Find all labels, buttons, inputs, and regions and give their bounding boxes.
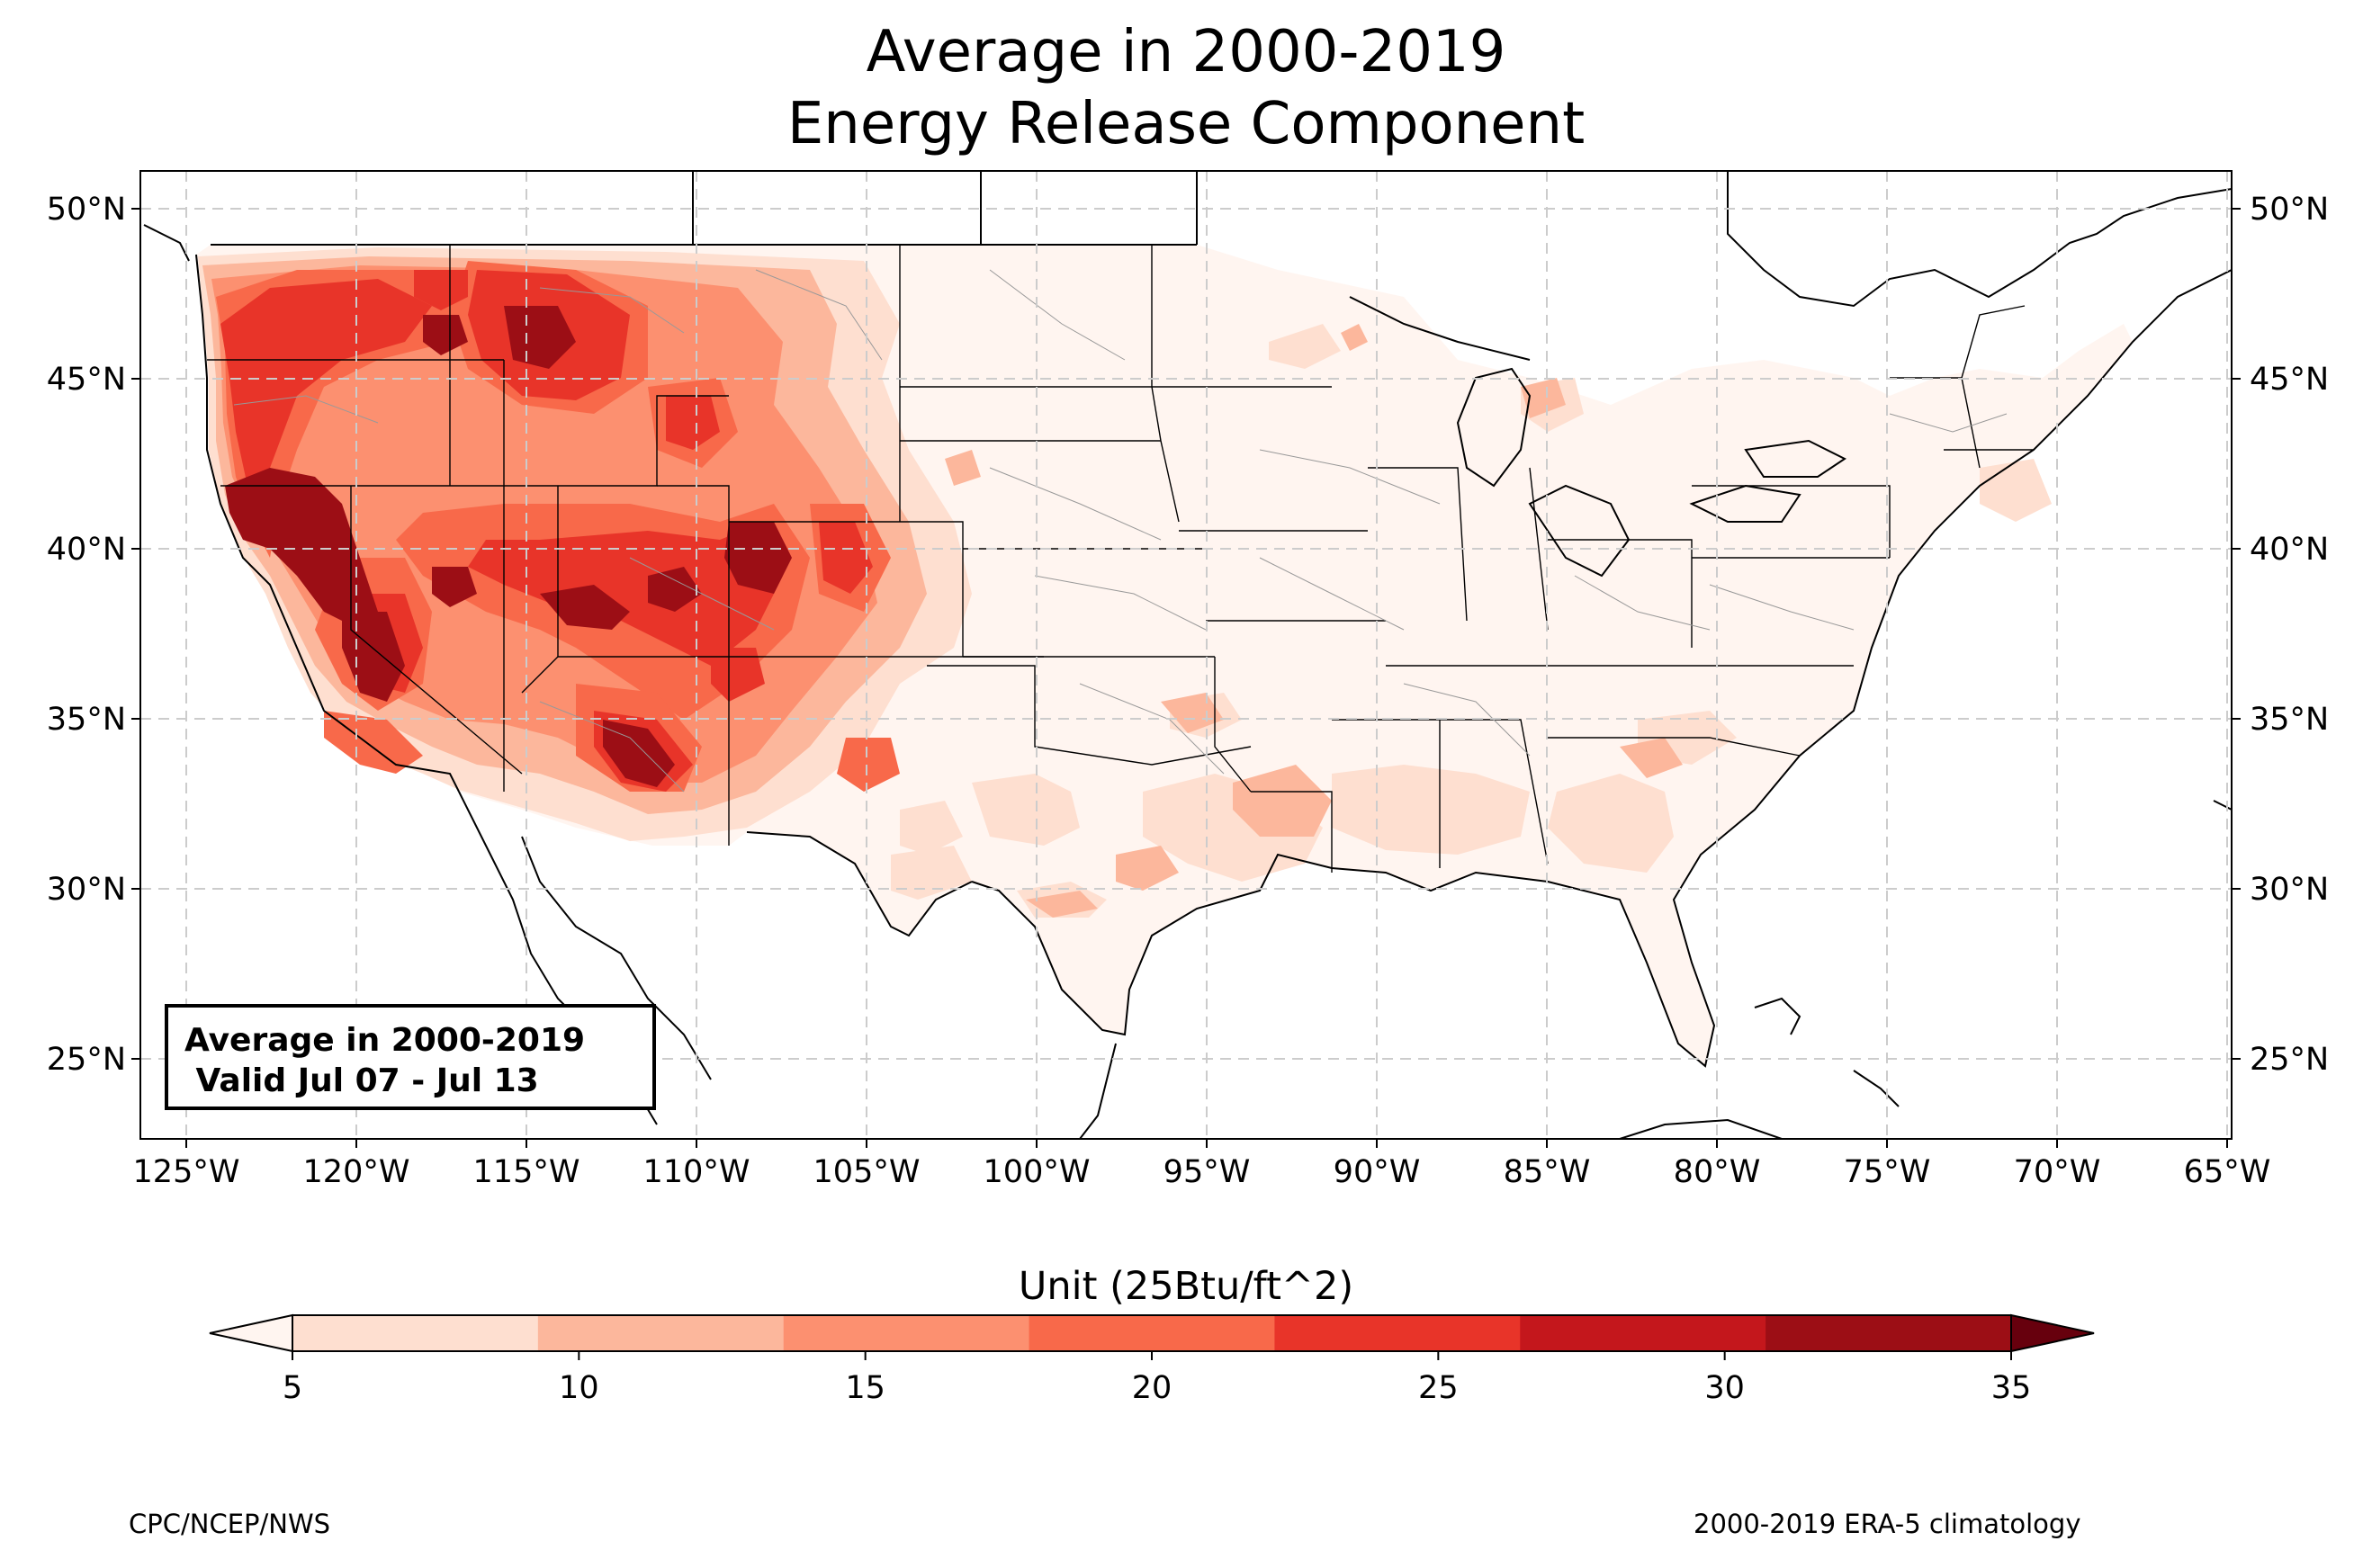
- colorbar-tick-label: 10: [559, 1370, 599, 1406]
- west-band-30-35: [225, 306, 792, 787]
- contour-band-10-15: [945, 324, 1683, 918]
- colorbar-tick-label: 15: [845, 1370, 885, 1406]
- map-layer: [143, 171, 2232, 1139]
- lat-tick-label-left: 35°N: [47, 702, 126, 738]
- lon-tick-label: 70°W: [2014, 1154, 2101, 1190]
- lat-tick-label-right: 50°N: [2250, 192, 2329, 228]
- lon-tick-label: 115°W: [473, 1154, 580, 1190]
- lat-tick-label-right: 45°N: [2250, 362, 2329, 398]
- info-line-period: Average in 2000-2019: [184, 1022, 586, 1059]
- lon-tick-label: 65°W: [2184, 1154, 2271, 1190]
- lat-tick-label-left: 45°N: [47, 362, 126, 398]
- colorbar-tick-label: 20: [1132, 1370, 1173, 1406]
- map-frame: [139, 170, 2233, 1140]
- chart-title-line2: Energy Release Component: [786, 91, 1586, 157]
- lon-tick-label: 105°W: [813, 1154, 921, 1190]
- colorbar-tick-label: 5: [283, 1370, 302, 1406]
- chart-title-line1: Average in 2000-2019: [866, 19, 1506, 85]
- colorbar-segment: [783, 1315, 1030, 1351]
- lon-tick-label: 80°W: [1674, 1154, 1761, 1190]
- lon-tick-label: 100°W: [984, 1154, 1091, 1190]
- colorbar-segment: [537, 1315, 785, 1351]
- lat-ticks-right: 50°N 45°N 40°N 35°N 30°N 25°N: [2232, 192, 2329, 1078]
- lon-tick-label: 125°W: [133, 1154, 240, 1190]
- lon-tick-label: 75°W: [1844, 1154, 1931, 1190]
- lon-tick-label: 110°W: [643, 1154, 750, 1190]
- lat-tick-label-right: 35°N: [2250, 702, 2329, 738]
- lat-tick-label-right: 30°N: [2250, 872, 2329, 908]
- lat-ticks-left: 50°N 45°N 40°N 35°N 30°N 25°N: [47, 192, 140, 1078]
- colorbar-over-arrow: [2010, 1313, 2095, 1353]
- colorbar-segment: [292, 1315, 539, 1351]
- colorbar-title: Unit (25Btu/ft^2): [1018, 1264, 1354, 1309]
- colorbar-segment: [1274, 1315, 1521, 1351]
- colorbar-tick-label: 35: [1991, 1370, 2032, 1406]
- lon-tick-label: 120°W: [303, 1154, 410, 1190]
- lat-tick-label-right: 25°N: [2250, 1042, 2329, 1078]
- footer-credit: CPC/NCEP/NWS: [129, 1509, 331, 1539]
- colorbar-segment: [1766, 1315, 2012, 1351]
- lat-tick-label-right: 40°N: [2250, 532, 2329, 568]
- colorbar-under-arrow: [209, 1313, 293, 1353]
- colorbar-segment: [1520, 1315, 1766, 1351]
- lat-tick-label-left: 30°N: [47, 872, 126, 908]
- lat-tick-label-left: 25°N: [47, 1042, 126, 1078]
- colorbar: 5 10 15 20 25 30 35: [209, 1313, 2095, 1406]
- info-box: Average in 2000-2019 Valid Jul 07 - Jul …: [165, 1004, 656, 1110]
- lon-tick-label: 90°W: [1334, 1154, 1421, 1190]
- info-line-valid: Valid Jul 07 - Jul 13: [184, 1062, 539, 1099]
- lon-ticks: 125°W 120°W 115°W 110°W 105°W 100°W 95°W 90°W 85…: [133, 1139, 2271, 1190]
- footer-source: 2000-2019 ERA-5 climatology: [1694, 1509, 2081, 1539]
- lon-tick-label: 85°W: [1504, 1154, 1591, 1190]
- colorbar-tick-label: 25: [1418, 1370, 1459, 1406]
- lon-tick-label: 95°W: [1164, 1154, 1251, 1190]
- lat-tick-label-left: 40°N: [47, 532, 126, 568]
- lat-tick-label-left: 50°N: [47, 192, 126, 228]
- colorbar-tick-label: 30: [1704, 1370, 1745, 1406]
- colorbar-segment: [1029, 1315, 1275, 1351]
